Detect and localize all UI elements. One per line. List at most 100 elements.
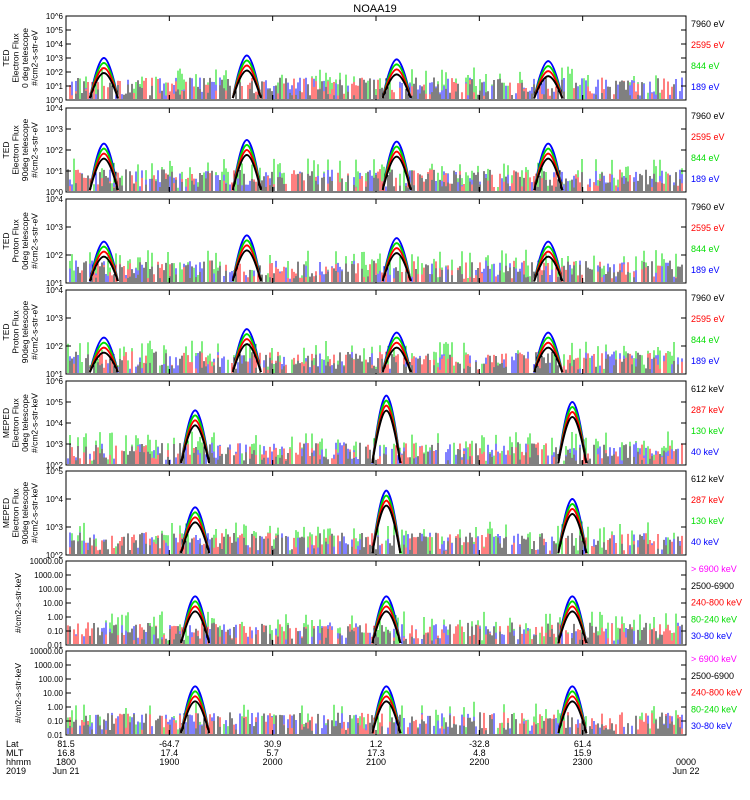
y-axis-label: 0deg telescope [20,394,30,452]
panel-7: 0.01 0.10 1.00 10.00 100.00 1000.00 10000.00 #/… [13,557,742,650]
pass-4-black [533,346,564,373]
y-tick-label: 10^2 [46,551,64,560]
pass-1-green [88,341,119,373]
legend-item: 2595 eV [691,132,725,142]
y-axis-label: Proton Flux [11,310,21,354]
y-axis-label: TED [1,324,11,341]
pass-1-black [180,521,211,554]
time-axis-value: 1900 [159,757,179,767]
time-axis-value: 16.8 [57,748,75,758]
y-tick-label: 10^3 [46,523,64,532]
y-axis-label: 0deg telescope [20,212,30,270]
pass-1-black [180,610,211,644]
legend-item: 130 keV [691,426,724,436]
legend-item: 612 keV [691,474,724,484]
pass-3-black [381,73,412,99]
pass-1-black [88,71,119,99]
panel-frame [65,289,687,375]
panel-frame [65,15,687,101]
legend-item: 189 eV [691,82,720,92]
time-axis-row-label: MLT [6,748,24,758]
y-tick-label: 10^5 [46,467,64,476]
pass-2-black [371,504,402,554]
pass-2-blue [231,138,262,191]
pass-1-blue [180,409,211,464]
y-axis-label: Proton Flux [11,219,21,263]
legend-item: 2500-6900 [691,671,734,681]
time-axis-value: 81.5 [57,739,75,749]
legend-item: 240-800 keV [691,598,742,608]
y-axis-label: #/cm2-s-str-eV [30,122,40,178]
y-axis-label: #/cm2-s-str-eV [30,30,40,86]
y-tick-label: 100.00 [39,585,64,594]
noise-trace-black [69,622,683,644]
pass-3-black [557,415,588,464]
y-tick-label: 10^1 [46,167,64,176]
panel-1: 10^0 10^1 10^2 10^3 10^4 10^5 10^6 TED Electron … [1,12,725,105]
y-axis-label: 90deg telescope [20,482,30,545]
y-tick-label: 0.01 [47,731,63,740]
legend-item: 189 eV [691,265,720,275]
y-tick-label: 1000.00 [34,661,63,670]
pass-1-red [180,419,211,464]
pass-2-black [231,153,262,191]
legend-item: 612 keV [691,384,724,394]
legend-item: 844 eV [691,61,720,71]
time-axis-value: 30.9 [264,739,282,749]
time-axis-value: 15.9 [574,748,592,758]
y-tick-label: 0.10 [47,627,63,636]
legend-item: > 6900 keV [691,654,737,664]
time-axis-value: 2300 [573,757,593,767]
plot-title: NOAA19 [353,3,396,15]
pass-1-red [88,346,119,373]
panel-frame [65,380,687,466]
pass-2-black [231,69,262,99]
legend-item: 7960 eV [691,19,725,29]
time-axis-value: Jun 22 [672,766,699,776]
legend-item: 844 eV [691,335,720,345]
y-tick-label: 10^3 [46,54,64,63]
legend-item: > 6900 keV [691,564,737,574]
y-tick-label: 10^5 [46,26,64,35]
pass-3-red [381,68,412,99]
y-tick-label: 10^0 [46,96,64,105]
y-axis-label: #/cm2-s-str-eV [30,304,40,360]
y-tick-label: 10^2 [46,146,64,155]
y-tick-label: 10.00 [43,599,64,608]
time-axis-row-label: hhmm [6,757,31,767]
legend-item: 40 keV [691,447,719,457]
legend-item: 7960 eV [691,202,725,212]
legend-item: 7960 eV [691,111,725,121]
legend-item: 30-80 keV [691,721,732,731]
pass-1-green [180,690,211,734]
y-axis-label: #/cm2-s-str-keV [13,573,23,633]
y-tick-label: 10^4 [46,286,64,295]
legend-item: 2595 eV [691,223,725,233]
pass-4-black [533,75,564,99]
legend-item: 30-80 keV [691,631,732,641]
time-axis-row-label: 2019 [6,766,26,776]
y-tick-label: 10^3 [46,440,64,449]
pass-4-red [533,250,564,282]
noise-trace-black [67,169,681,191]
pass-1-black [88,157,119,191]
pass-3-blue [381,140,412,191]
time-axis-value: 17.4 [161,748,179,758]
y-tick-label: 10^6 [46,12,64,21]
y-axis-label: 0 deg telescope [20,28,30,88]
y-axis-label: Electron Flux [11,32,21,82]
y-axis-label: 90deg telescope [20,301,30,364]
pass-1-green [180,511,211,554]
pass-4-black [533,157,564,191]
time-axis-value: Jun 21 [52,766,79,776]
legend-item: 7960 eV [691,293,725,303]
pass-1-red [88,66,119,99]
noise-trace-black [69,712,681,734]
time-axis-value: 61.4 [574,739,592,749]
y-tick-label: 10^6 [46,377,64,386]
time-axis-value: 0000 [676,757,696,767]
pass-2-black [231,249,262,282]
pass-2-black [371,700,402,734]
legend-item: 130 keV [691,516,724,526]
panel-2: 10^0 10^1 10^2 10^3 10^4 TED Electron Flux 90de… [1,104,725,197]
